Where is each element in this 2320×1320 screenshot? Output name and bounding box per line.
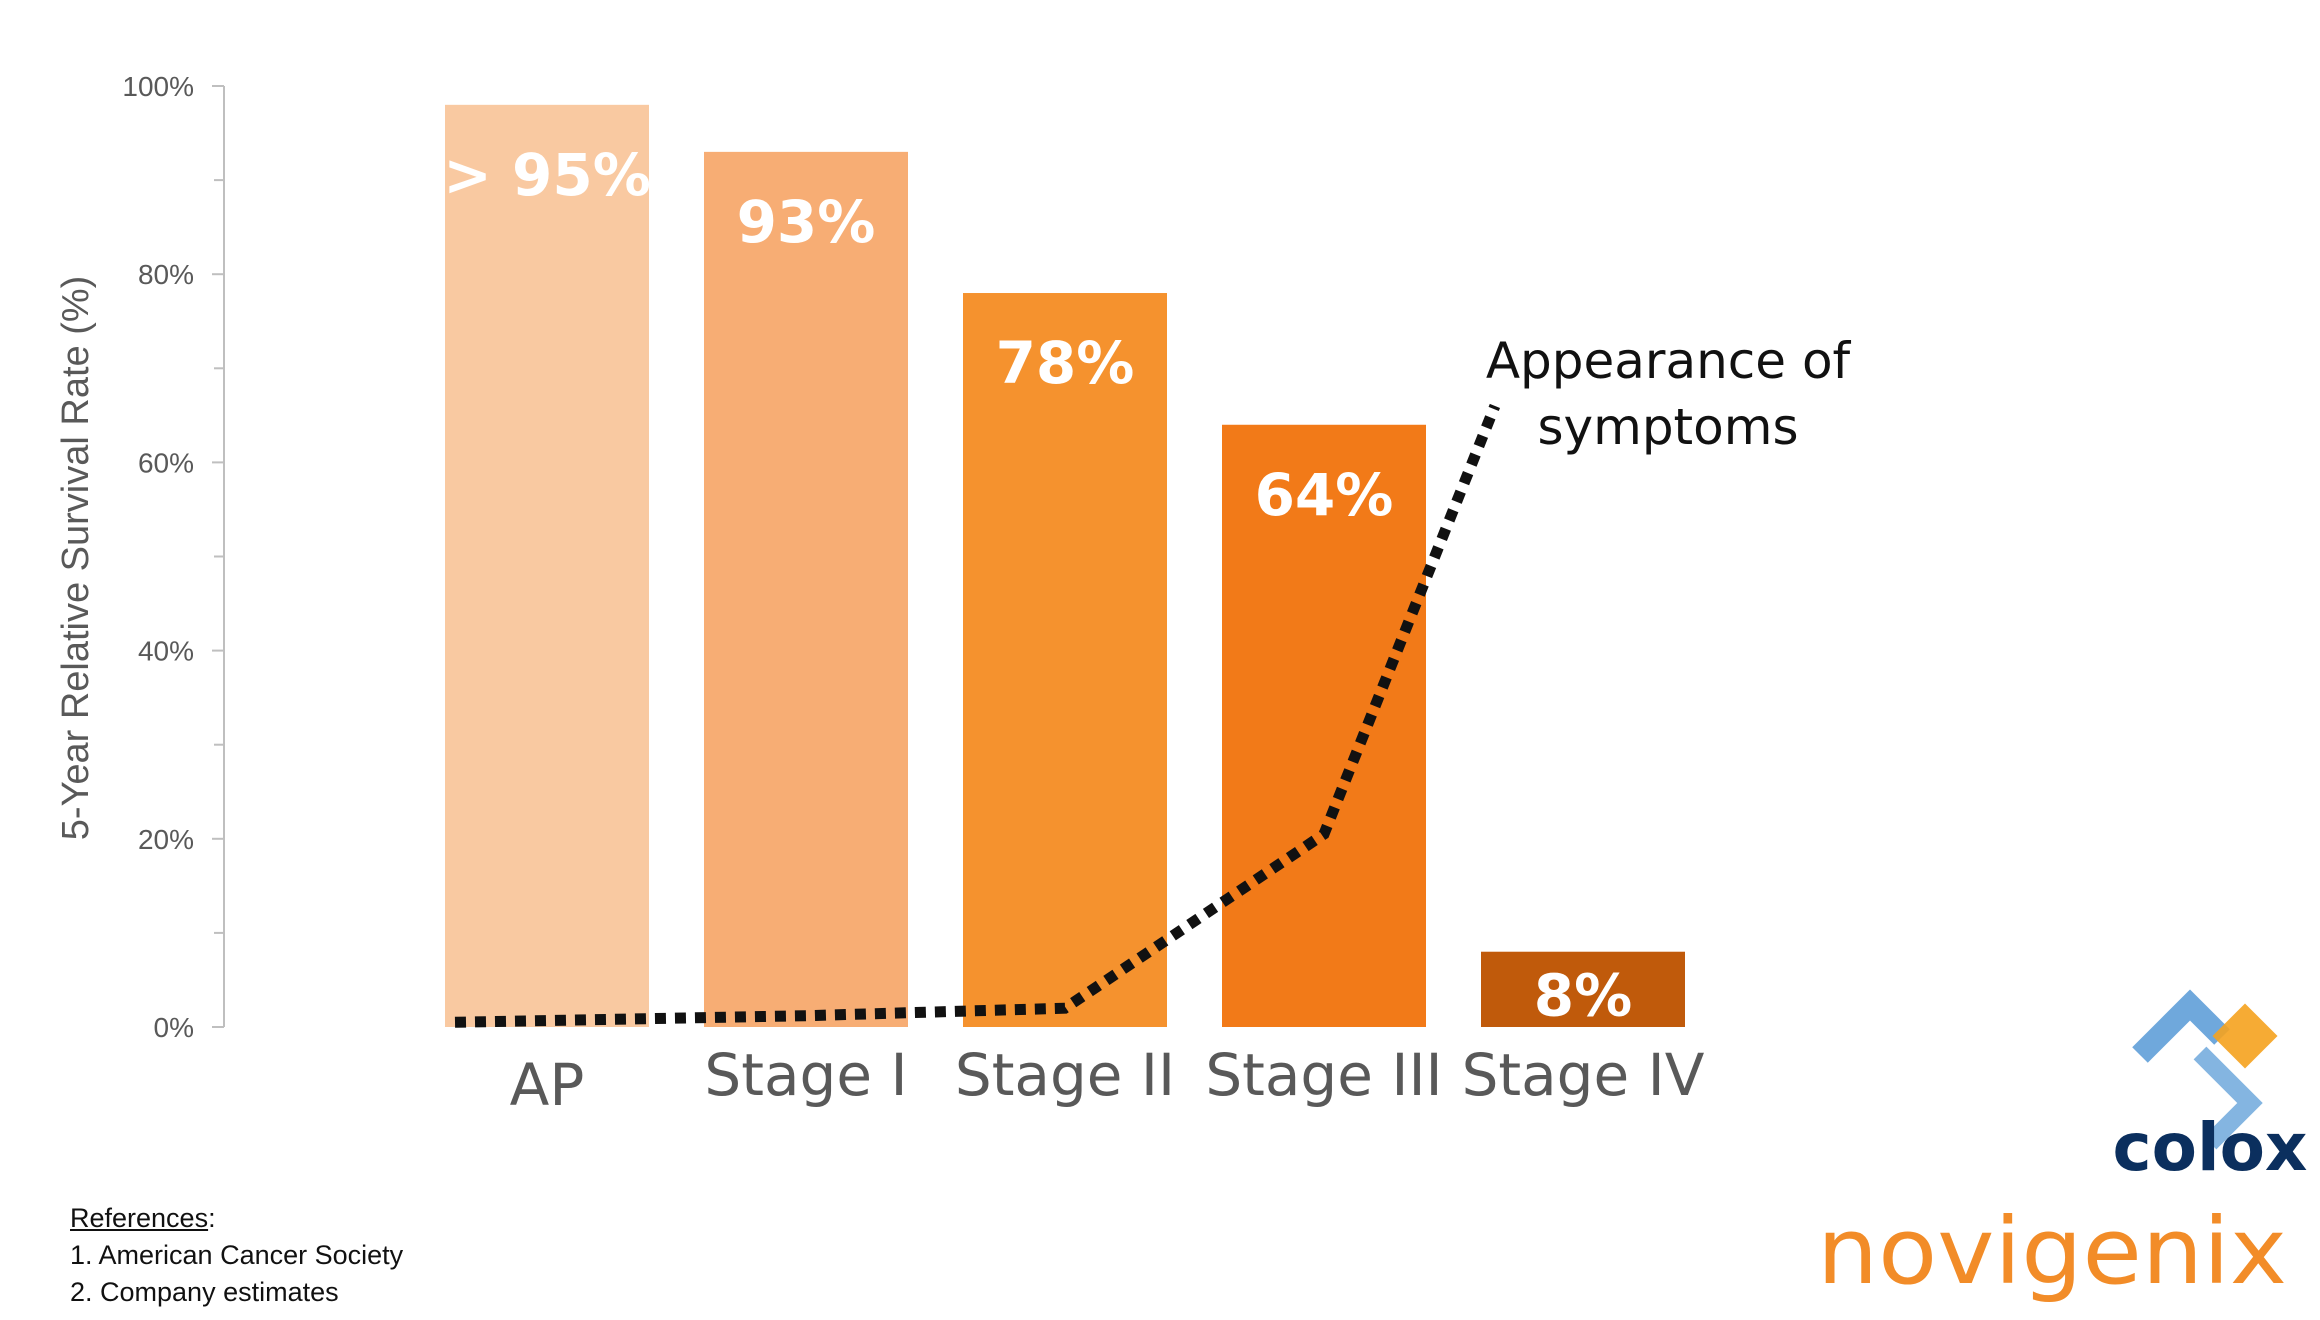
bar-5	[1481, 951, 1685, 1027]
annotation-line-2: symptoms	[1537, 398, 1798, 456]
bar-data-label: > 95%	[443, 141, 651, 209]
references-block: References: 1. American Cancer Society 2…	[70, 1200, 403, 1311]
y-tick-label: 20%	[138, 824, 194, 855]
annotation-line-1: Appearance of	[1486, 332, 1852, 390]
bar-data-label: 93%	[737, 188, 876, 256]
references-heading-text: References	[70, 1203, 209, 1233]
colox-logo-square	[2212, 1003, 2278, 1069]
y-tick-label: 80%	[138, 259, 194, 290]
colox-logo-chevron-left	[2132, 989, 2230, 1063]
reference-item-2: 2. Company estimates	[70, 1277, 339, 1307]
bar-1	[445, 104, 649, 1027]
y-axis-title: 5-Year Relative Survival Rate (%)	[55, 276, 97, 841]
bar-data-labels: > 95% 93% 78% 64% 8%	[443, 141, 1632, 1030]
x-tick-label: AP	[510, 1051, 585, 1119]
x-tick-label: Stage I	[704, 1041, 907, 1109]
bar-4	[1222, 424, 1426, 1027]
colox-logo: colox	[2112, 989, 2308, 1175]
novigenix-logo: novigenix	[1817, 1205, 2287, 1305]
bar-3	[963, 293, 1167, 1027]
colox-logo-chevron-right	[2193, 1046, 2263, 1150]
references-heading: References:	[70, 1203, 216, 1233]
novigenix-logo-text: novigenix	[1817, 1205, 2287, 1305]
x-axis-labels: AP Stage I Stage II Stage III Stage IV	[510, 1041, 1705, 1119]
symptom-curve-line	[454, 403, 1501, 1028]
reference-item-1: 1. American Cancer Society	[70, 1240, 404, 1270]
y-tick-label: 40%	[138, 636, 194, 667]
x-tick-label: Stage IV	[1462, 1041, 1705, 1109]
x-tick-label: Stage II	[955, 1041, 1175, 1109]
bar-data-label: 78%	[996, 329, 1135, 397]
bars	[445, 104, 1685, 1027]
y-tick-label: 0%	[154, 1012, 194, 1043]
x-tick-label: Stage III	[1205, 1041, 1442, 1109]
y-axis: 0% 20% 40% 60% 80% 100%	[122, 71, 225, 1043]
y-tick-label: 60%	[138, 447, 194, 478]
y-tick-label: 100%	[122, 71, 194, 102]
colox-logo-text: colox	[2112, 1109, 2307, 1175]
bar-2	[704, 151, 908, 1027]
bar-data-label: 64%	[1255, 461, 1394, 529]
bar-data-label: 8%	[1534, 962, 1632, 1030]
